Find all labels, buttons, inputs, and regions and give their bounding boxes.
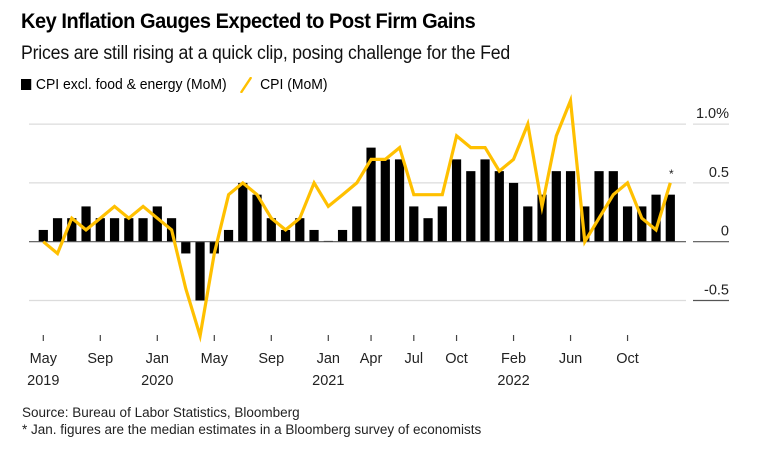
x-tick-label: Jun [559,351,582,367]
bar [608,171,618,242]
legend-label-core-cpi: CPI excl. food & energy (MoM) [35,76,227,93]
bar [352,206,362,242]
y-tick-label: 0.5 [709,165,729,181]
x-tick-label: May [201,351,229,367]
bar [537,194,547,242]
x-tick-year: 2020 [141,373,173,389]
bar [366,147,376,242]
bar [466,171,476,242]
bar [380,159,390,242]
y-tick-label: -0.5 [704,283,729,299]
bar [181,241,191,254]
bar [109,218,120,242]
bar [437,206,447,242]
bar [81,206,91,242]
bar [622,206,633,242]
x-tick-label: Jan [317,351,340,367]
x-tick-label: Oct [445,351,468,367]
bar [67,218,77,242]
x-tick-year: 2021 [312,373,344,389]
x-tick-label: Sep [258,351,284,367]
bar-series [38,147,675,301]
bar [252,194,262,242]
bar [38,229,48,242]
bar [551,171,561,242]
bar [223,229,234,242]
bar [480,159,490,242]
x-tick-year: 2019 [27,373,59,389]
bar [266,218,276,242]
bar [138,218,148,242]
legend-label-cpi: CPI (MoM) [260,76,328,93]
bar [651,194,661,242]
x-tick-label: Jul [405,351,424,367]
square-swatch-icon [21,79,32,90]
bar [95,218,105,242]
bar [565,171,576,242]
x-tick-label: Feb [501,351,526,367]
bar [409,206,419,242]
bar [295,218,305,242]
bar [594,171,604,242]
bar [394,159,405,242]
bar [52,218,63,242]
y-tick-label: 1.0% [696,106,729,122]
bar [124,218,134,242]
bar [195,241,205,301]
bar [494,171,504,242]
line-series [42,93,672,343]
asterisk-annotation: * [669,167,674,181]
y-tick-label: 0 [721,224,729,240]
bar [665,194,675,242]
bar [337,229,348,242]
x-tick-label: Apr [360,351,383,367]
bar [580,206,590,242]
source-note: Source: Bureau of Labor Statistics, Bloo… [22,405,300,420]
bar [152,206,162,242]
x-tick-label: May [30,351,58,367]
bar [451,159,462,242]
x-tick-label: Jan [146,351,169,367]
x-tick-label: Oct [616,351,639,367]
footnote: * Jan. figures are the median estimates … [22,422,482,437]
bar [280,229,291,242]
line-swatch-icon [240,76,252,93]
annotations: * [669,167,674,181]
chart-subtitle: Prices are still rising at a quick clip,… [21,43,511,64]
x-axis: May 2019 Sep Jan 2020 May Sep Jan 2021 Apr Jul Oct F… [27,335,639,389]
y-axis: 1.0% 0.5 0 -0.5 [693,106,729,302]
bar [637,206,647,242]
bar [309,229,319,242]
x-tick-year: 2022 [497,373,529,389]
footer: Source: Bureau of Labor Statistics, Bloo… [22,404,481,438]
legend: CPI excl. food & energy (MoM) CPI (MoM) [21,76,328,93]
bar [423,218,433,242]
bar [508,182,519,242]
bar [523,206,533,242]
chart-title: Key Inflation Gauges Expected to Post Fi… [21,9,476,33]
x-tick-label: Sep [87,351,113,367]
bar [238,182,248,242]
